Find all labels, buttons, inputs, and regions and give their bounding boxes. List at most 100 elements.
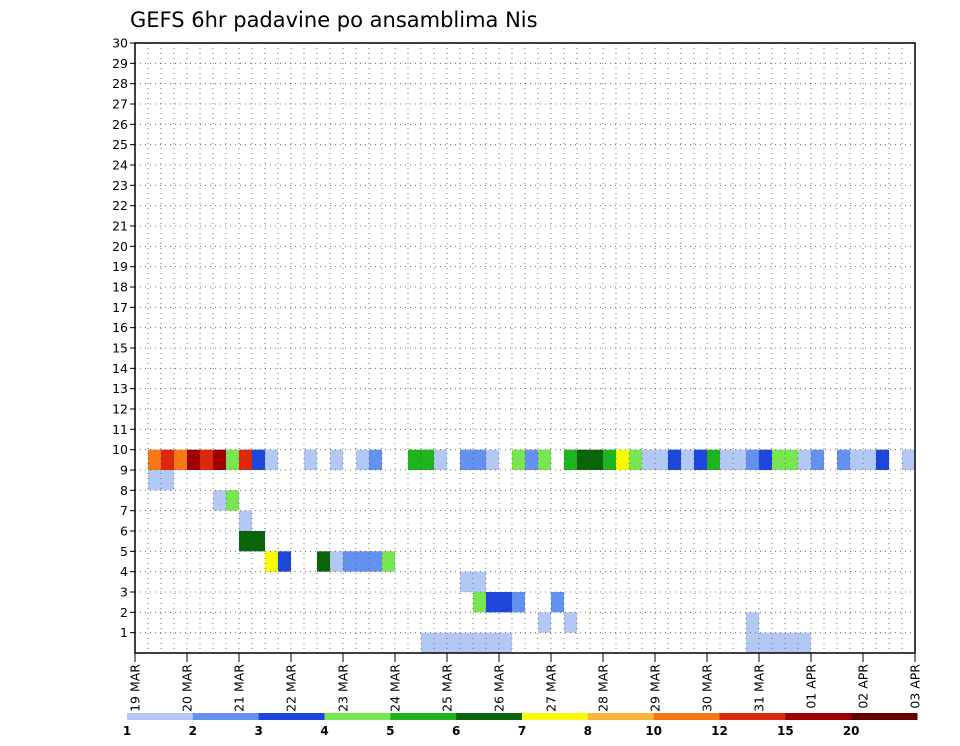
y-tick-label: 16	[112, 320, 128, 335]
x-tick-label: 27 MAR	[544, 664, 559, 712]
heat-cell	[564, 612, 577, 633]
heat-cell	[577, 449, 590, 470]
x-tick-label: 25 MAR	[440, 664, 455, 712]
legend-swatch	[390, 713, 457, 720]
heat-cell	[265, 551, 278, 572]
x-tick-label: 03 APR	[908, 664, 923, 709]
heat-cell	[369, 449, 382, 470]
heat-cell	[538, 612, 551, 633]
heat-cell	[759, 449, 772, 470]
y-tick-label: 29	[112, 56, 128, 71]
heat-cell	[538, 449, 551, 470]
heat-cell	[564, 449, 577, 470]
legend-swatch	[522, 713, 589, 720]
heat-cell	[668, 449, 681, 470]
y-tick-label: 15	[112, 341, 128, 356]
y-tick-label: 19	[112, 259, 128, 274]
heat-cell	[707, 449, 720, 470]
legend-swatch	[258, 713, 325, 720]
y-tick-label: 26	[112, 117, 128, 132]
heat-cell	[408, 449, 421, 470]
y-tick-label: 1	[120, 625, 128, 640]
x-tick-label: 23 MAR	[336, 664, 351, 712]
heat-cell	[499, 632, 512, 653]
heat-cell	[759, 632, 772, 653]
legend-label: 7	[518, 724, 526, 738]
y-tick-label: 17	[112, 300, 128, 315]
heat-cell	[681, 449, 694, 470]
heat-cell	[460, 571, 473, 592]
legend-swatch	[127, 713, 194, 720]
heat-cell	[434, 449, 447, 470]
legend-swatch	[851, 713, 918, 720]
heat-cell	[252, 449, 265, 470]
y-axis: 1234567891011121314151617181920212223242…	[112, 36, 135, 640]
legend-label: 6	[452, 724, 460, 738]
heat-cell	[174, 449, 187, 470]
legend-label: 12	[711, 724, 728, 738]
legend-swatch	[587, 713, 655, 720]
heat-cell	[421, 632, 434, 653]
x-tick-label: 20 MAR	[180, 664, 195, 712]
x-tick-label: 01 APR	[804, 664, 819, 709]
legend-swatch	[719, 713, 786, 720]
heat-cell	[863, 449, 876, 470]
legend-label: 20	[843, 724, 860, 738]
x-tick-label: 26 MAR	[492, 664, 507, 712]
heat-cell	[590, 449, 603, 470]
legend-label: 15	[777, 724, 794, 738]
y-tick-label: 18	[112, 280, 128, 295]
heat-cell	[642, 449, 655, 470]
grid-layer	[135, 43, 915, 653]
heat-cell	[356, 551, 369, 572]
heat-cell	[148, 470, 161, 491]
y-tick-label: 24	[112, 158, 128, 173]
legend-label: 1	[123, 724, 131, 738]
heat-cell	[343, 551, 356, 572]
heat-cell	[239, 531, 252, 552]
legend-swatch	[192, 713, 260, 720]
heat-cell	[746, 632, 759, 653]
legend-swatch	[324, 713, 391, 720]
y-tick-label: 2	[120, 605, 128, 620]
heat-cell	[850, 449, 863, 470]
x-axis: 19 MAR 20 MAR 21 MAR 22 MAR 23 MAR 24 MAR 25 M…	[128, 653, 923, 712]
heat-cell	[733, 449, 746, 470]
heat-cell	[473, 571, 486, 592]
heat-cell	[304, 449, 317, 470]
heat-cell	[694, 449, 707, 470]
heat-cell	[226, 449, 239, 470]
y-tick-label: 22	[112, 198, 128, 213]
heat-cell	[785, 449, 798, 470]
y-tick-label: 28	[112, 76, 128, 91]
heat-cell	[785, 632, 798, 653]
y-tick-label: 13	[112, 381, 128, 396]
heat-cell	[603, 449, 616, 470]
heat-cell	[200, 449, 213, 470]
y-tick-label: 6	[120, 524, 128, 539]
heat-cell	[655, 449, 668, 470]
y-tick-label: 14	[112, 361, 128, 376]
y-tick-label: 20	[112, 239, 128, 254]
heat-cell	[382, 551, 395, 572]
x-tick-label: 19 MAR	[128, 664, 143, 712]
legend-label: 8	[584, 724, 592, 738]
heat-cell	[902, 449, 915, 470]
heat-cell	[876, 449, 889, 470]
y-tick-label: 3	[120, 585, 128, 600]
heat-cell	[746, 612, 759, 633]
heat-cell	[369, 551, 382, 572]
heat-cell	[629, 449, 642, 470]
legend-swatch	[456, 713, 523, 720]
x-tick-label: 22 MAR	[284, 664, 299, 712]
heat-cell	[473, 632, 486, 653]
heat-cell	[772, 449, 785, 470]
heat-cell	[798, 632, 811, 653]
y-tick-label: 11	[112, 422, 128, 437]
heat-cell	[356, 449, 369, 470]
x-tick-label: 31 MAR	[752, 664, 767, 712]
x-tick-label: 24 MAR	[388, 664, 403, 712]
heat-cell	[460, 632, 473, 653]
